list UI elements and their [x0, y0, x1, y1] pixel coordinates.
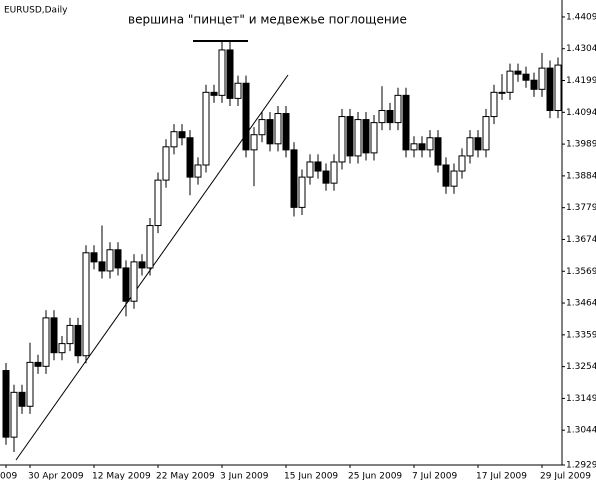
x-tick-label: 12 May 2009 — [92, 472, 151, 480]
y-tick-label: 1.3359 — [566, 330, 596, 340]
y-tick-label: 1.4094 — [566, 108, 596, 118]
candle-body — [434, 137, 442, 166]
candle-body — [306, 161, 314, 178]
candle-body — [338, 116, 346, 163]
x-tick-label: 7 Jul 2009 — [412, 472, 457, 480]
candle-body — [538, 67, 546, 90]
x-tick-label: 30 Apr 2009 — [28, 472, 84, 480]
candle-body — [450, 170, 458, 187]
candle-body — [178, 131, 186, 139]
y-tick-label: 1.3464 — [566, 299, 596, 309]
candle-body — [242, 82, 250, 151]
candle-body — [546, 67, 554, 111]
candle-body — [258, 119, 266, 136]
symbol-label: EURUSD,Daily — [4, 6, 68, 16]
candle-body — [18, 391, 26, 407]
candle-body — [82, 252, 90, 357]
candle-body — [298, 176, 306, 208]
candle-body — [42, 317, 50, 367]
candle-body — [522, 73, 530, 81]
y-tick-label: 1.4304 — [566, 44, 596, 54]
candle-body — [98, 261, 106, 272]
candle-body — [50, 317, 58, 354]
y-tick-label: 1.3044 — [566, 426, 596, 436]
candle-body — [10, 391, 18, 438]
candle-body — [106, 249, 114, 272]
y-tick-label: 1.2929 — [566, 461, 596, 471]
candle-body — [154, 179, 162, 227]
x-tick-label: 25 Jun 2009 — [348, 472, 402, 480]
candle-body — [130, 261, 138, 302]
candle-body — [250, 134, 258, 151]
candle-body — [234, 82, 242, 99]
candle-body — [514, 70, 522, 75]
candle-body — [386, 109, 394, 124]
candle-body — [418, 143, 426, 151]
candle-body — [194, 164, 202, 178]
candle-body — [442, 164, 450, 187]
candle-body — [506, 70, 514, 93]
candle-body — [186, 137, 194, 178]
x-tick-label: 009 — [0, 472, 17, 480]
candle-body — [210, 91, 218, 96]
candle-body — [162, 146, 170, 181]
x-tick-label: 3 Jun 2009 — [220, 472, 269, 480]
candle-body — [346, 116, 354, 157]
candle-body — [266, 119, 274, 145]
x-tick-label: 22 May 2009 — [156, 472, 215, 480]
x-tick-label: 15 Jun 2009 — [284, 472, 338, 480]
candle-body — [122, 267, 130, 302]
candle-body — [226, 49, 234, 99]
candle-body — [74, 324, 82, 357]
candle-body — [290, 149, 298, 208]
candle-body — [410, 143, 418, 151]
candle-body — [114, 249, 122, 269]
candle-body — [146, 225, 154, 269]
candle-body — [394, 94, 402, 124]
candle-body — [170, 131, 178, 148]
candle-body — [402, 94, 410, 151]
candle-body — [322, 170, 330, 184]
y-tick-label: 1.3254 — [566, 362, 596, 372]
candle-body — [26, 361, 34, 407]
y-tick-label: 1.4409 — [566, 12, 596, 22]
y-tick-label: 1.4199 — [566, 76, 596, 86]
candle-body — [34, 361, 42, 367]
candle-body — [482, 116, 490, 151]
candle-body — [218, 49, 226, 96]
y-tick-label: 1.3779 — [566, 203, 596, 213]
y-tick-label: 1.3674 — [566, 235, 596, 245]
y-tick-label: 1.3149 — [566, 394, 596, 404]
candle-body — [330, 161, 338, 184]
y-tick-label: 1.3569 — [566, 267, 596, 277]
candle-body — [354, 119, 362, 157]
candle-body — [370, 122, 378, 154]
candle-body — [378, 109, 386, 124]
candle-body — [138, 261, 146, 269]
candle-body — [2, 370, 10, 438]
y-tick-label: 1.3884 — [566, 171, 596, 181]
candle-body — [530, 79, 538, 90]
chart-title: вершина "пинцет" и медвежье поглощение — [128, 13, 407, 27]
candle-body — [490, 91, 498, 118]
candle-body — [498, 91, 506, 94]
candle-body — [90, 252, 98, 263]
candle-body — [458, 155, 466, 172]
candle-body — [362, 119, 370, 154]
x-tick-label: 29 Jul 2009 — [540, 472, 591, 480]
candle-body — [202, 91, 210, 166]
x-tick-label: 17 Jul 2009 — [476, 472, 527, 480]
candle-body — [426, 137, 434, 151]
candle-body — [66, 324, 74, 345]
candle-body — [314, 161, 322, 172]
candle-body — [554, 64, 562, 111]
candle-body — [282, 113, 290, 151]
y-tick-label: 1.3989 — [566, 140, 596, 150]
candle-body — [474, 137, 482, 151]
candle-body — [466, 137, 474, 157]
candle-body — [274, 113, 282, 145]
candle-body — [58, 343, 66, 354]
